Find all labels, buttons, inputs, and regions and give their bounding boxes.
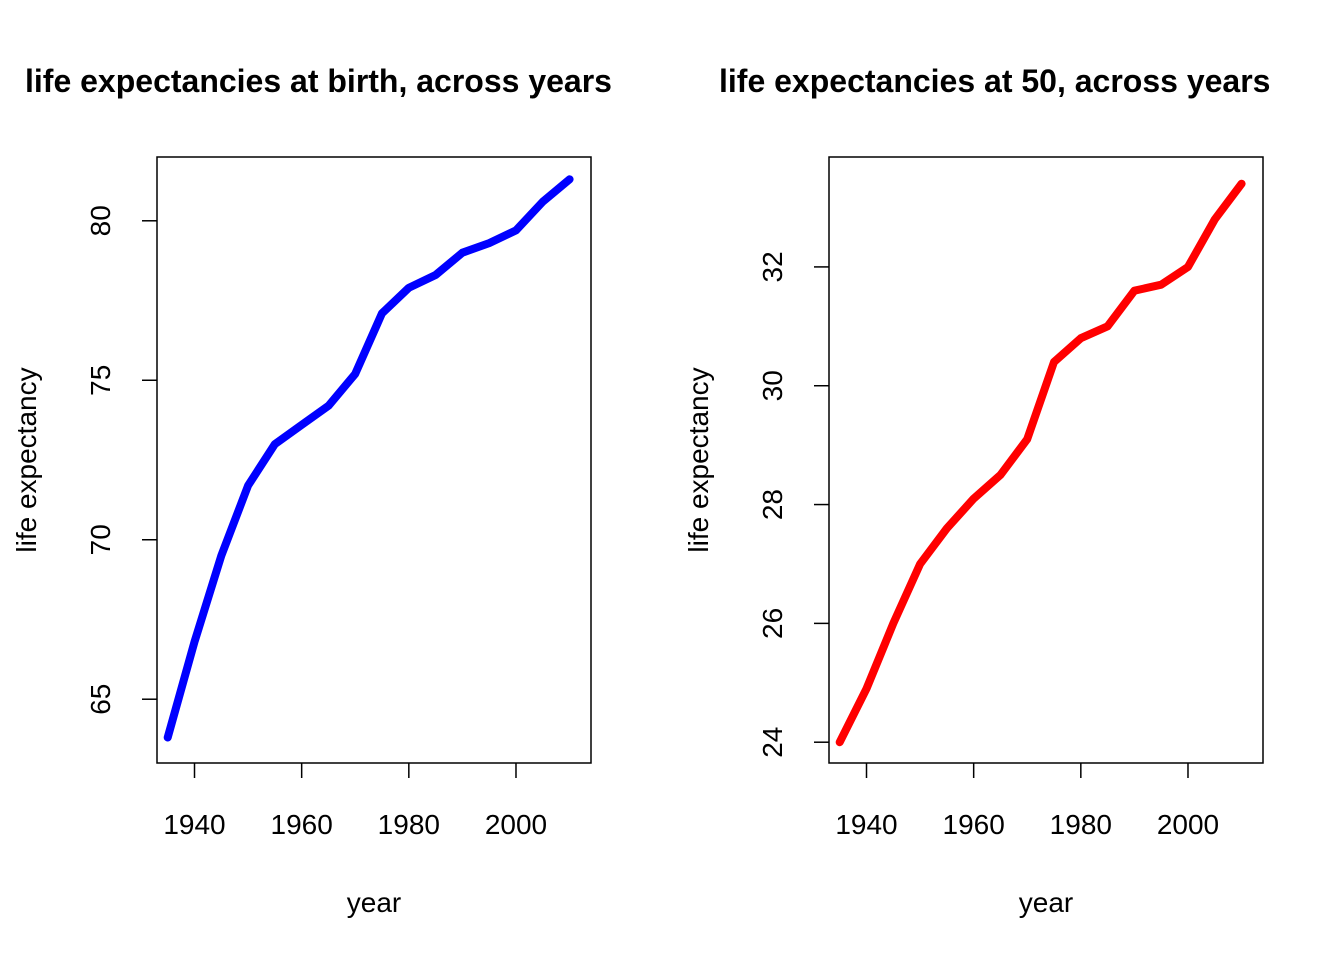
x-tick-label: 1960 [943, 809, 1005, 840]
chart-life-expectancy-at-50: life expectancies at 50, across years 194… [683, 63, 1270, 918]
x-tick-label: 1980 [378, 809, 440, 840]
x-tick-label: 1940 [163, 809, 225, 840]
x-tick-label: 2000 [485, 809, 547, 840]
chart-title: life expectancies at birth, across years [25, 63, 612, 99]
y-axis-label: life expectancy [11, 367, 42, 552]
y-tick-label: 80 [85, 205, 116, 236]
x-axis-label: year [1019, 887, 1073, 918]
x-tick-label: 1980 [1050, 809, 1112, 840]
plot-frame [156, 156, 592, 764]
series-line [835, 179, 1246, 747]
chart-title: life expectancies at 50, across years [719, 63, 1270, 99]
series-line [163, 175, 574, 742]
y-tick-label: 65 [85, 684, 116, 715]
y-tick-label: 30 [757, 370, 788, 401]
x-tick-label: 1960 [271, 809, 333, 840]
plot-frame [828, 156, 1264, 764]
y-axis-label: life expectancy [683, 367, 714, 552]
y-tick-label: 24 [757, 727, 788, 758]
y-tick-label: 70 [85, 524, 116, 555]
y-tick-label: 28 [757, 489, 788, 520]
y-tick-label: 75 [85, 365, 116, 396]
y-tick-label: 26 [757, 608, 788, 639]
y-tick-label: 32 [757, 251, 788, 282]
x-tick-label: 1940 [835, 809, 897, 840]
chart-life-expectancy-at-birth: life expectancies at birth, across years… [11, 63, 612, 918]
x-axis-label: year [347, 887, 401, 918]
x-tick-label: 2000 [1157, 809, 1219, 840]
